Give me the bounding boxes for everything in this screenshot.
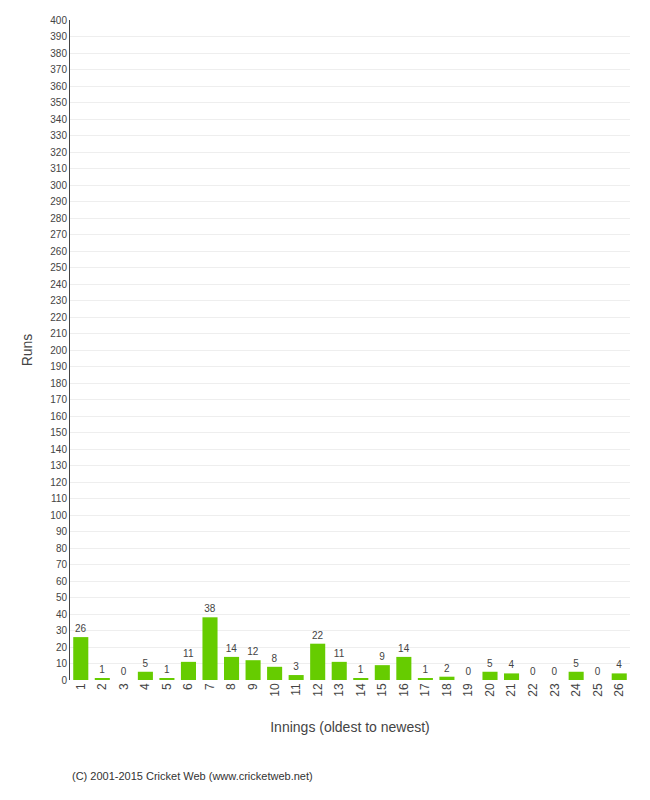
- svg-text:320: 320: [50, 147, 67, 158]
- svg-text:60: 60: [56, 576, 68, 587]
- svg-text:170: 170: [50, 394, 67, 405]
- svg-text:5: 5: [142, 658, 148, 669]
- svg-text:14: 14: [354, 683, 368, 697]
- svg-text:10: 10: [56, 658, 68, 669]
- svg-text:130: 130: [50, 460, 67, 471]
- svg-text:100: 100: [50, 510, 67, 521]
- svg-text:240: 240: [50, 279, 67, 290]
- svg-text:150: 150: [50, 427, 67, 438]
- svg-text:270: 270: [50, 229, 67, 240]
- svg-text:3: 3: [293, 661, 299, 672]
- svg-text:5: 5: [160, 683, 174, 690]
- svg-text:210: 210: [50, 328, 67, 339]
- svg-text:18: 18: [440, 683, 454, 697]
- svg-text:5: 5: [487, 658, 493, 669]
- svg-text:14: 14: [398, 643, 410, 654]
- svg-text:12: 12: [247, 646, 259, 657]
- svg-text:30: 30: [56, 625, 68, 636]
- svg-text:25: 25: [591, 683, 605, 697]
- svg-text:340: 340: [50, 114, 67, 125]
- svg-text:140: 140: [50, 444, 67, 455]
- svg-text:9: 9: [246, 683, 260, 690]
- svg-text:200: 200: [50, 345, 67, 356]
- svg-text:4: 4: [509, 659, 515, 670]
- svg-text:1: 1: [422, 664, 428, 675]
- svg-text:22: 22: [312, 630, 324, 641]
- svg-text:290: 290: [50, 196, 67, 207]
- svg-text:14: 14: [226, 643, 238, 654]
- svg-text:23: 23: [548, 683, 562, 697]
- svg-text:12: 12: [311, 683, 325, 697]
- svg-text:9: 9: [379, 651, 385, 662]
- svg-text:8: 8: [272, 653, 278, 664]
- svg-text:220: 220: [50, 312, 67, 323]
- svg-text:180: 180: [50, 378, 67, 389]
- svg-text:19: 19: [461, 683, 475, 697]
- svg-text:20: 20: [56, 642, 68, 653]
- svg-text:11: 11: [334, 648, 345, 659]
- svg-text:4: 4: [138, 683, 152, 690]
- svg-text:370: 370: [50, 64, 67, 75]
- svg-text:0: 0: [121, 666, 127, 677]
- svg-text:110: 110: [51, 493, 67, 504]
- svg-text:390: 390: [50, 31, 67, 42]
- svg-text:7: 7: [203, 683, 217, 690]
- svg-text:Runs: Runs: [19, 334, 35, 367]
- svg-text:21: 21: [504, 683, 518, 697]
- svg-text:350: 350: [50, 97, 67, 108]
- svg-text:380: 380: [50, 48, 67, 59]
- svg-text:22: 22: [526, 683, 540, 697]
- svg-text:70: 70: [56, 559, 68, 570]
- svg-text:1: 1: [164, 664, 170, 675]
- svg-text:90: 90: [56, 526, 68, 537]
- svg-text:15: 15: [375, 683, 389, 697]
- svg-text:250: 250: [50, 262, 67, 273]
- svg-text:400: 400: [50, 15, 67, 26]
- svg-text:0: 0: [530, 666, 536, 677]
- svg-text:80: 80: [56, 543, 68, 554]
- svg-text:0: 0: [552, 666, 558, 677]
- svg-text:11: 11: [183, 648, 194, 659]
- svg-text:50: 50: [56, 592, 68, 603]
- svg-text:120: 120: [50, 477, 67, 488]
- svg-text:40: 40: [56, 609, 68, 620]
- svg-text:0: 0: [595, 666, 601, 677]
- svg-text:17: 17: [418, 683, 432, 697]
- svg-text:0: 0: [61, 675, 67, 686]
- svg-text:24: 24: [569, 683, 583, 697]
- svg-text:190: 190: [50, 361, 67, 372]
- svg-text:(C) 2001-2015 Cricket Web (www: (C) 2001-2015 Cricket Web (www.cricketwe…: [72, 770, 313, 782]
- svg-text:0: 0: [465, 666, 471, 677]
- svg-text:280: 280: [50, 213, 67, 224]
- svg-text:Innings (oldest to newest): Innings (oldest to newest): [270, 719, 430, 735]
- svg-text:1: 1: [358, 664, 364, 675]
- svg-text:38: 38: [204, 603, 216, 614]
- svg-text:260: 260: [50, 246, 67, 257]
- svg-text:10: 10: [268, 683, 282, 697]
- svg-text:3: 3: [117, 683, 131, 690]
- svg-text:1: 1: [99, 664, 105, 675]
- svg-text:20: 20: [483, 683, 497, 697]
- svg-text:26: 26: [75, 623, 87, 634]
- svg-text:5: 5: [573, 658, 579, 669]
- svg-text:160: 160: [50, 411, 67, 422]
- svg-text:330: 330: [50, 130, 67, 141]
- svg-text:4: 4: [616, 659, 622, 670]
- svg-text:230: 230: [50, 295, 67, 306]
- svg-text:11: 11: [289, 683, 303, 696]
- svg-text:13: 13: [332, 683, 346, 697]
- svg-text:8: 8: [224, 683, 238, 690]
- svg-text:1: 1: [74, 683, 88, 690]
- svg-text:16: 16: [397, 683, 411, 697]
- svg-text:2: 2: [444, 663, 450, 674]
- svg-text:2: 2: [95, 683, 109, 690]
- svg-text:310: 310: [50, 163, 67, 174]
- svg-text:6: 6: [181, 683, 195, 690]
- svg-text:360: 360: [50, 81, 67, 92]
- svg-text:300: 300: [50, 180, 67, 191]
- svg-text:26: 26: [612, 683, 626, 697]
